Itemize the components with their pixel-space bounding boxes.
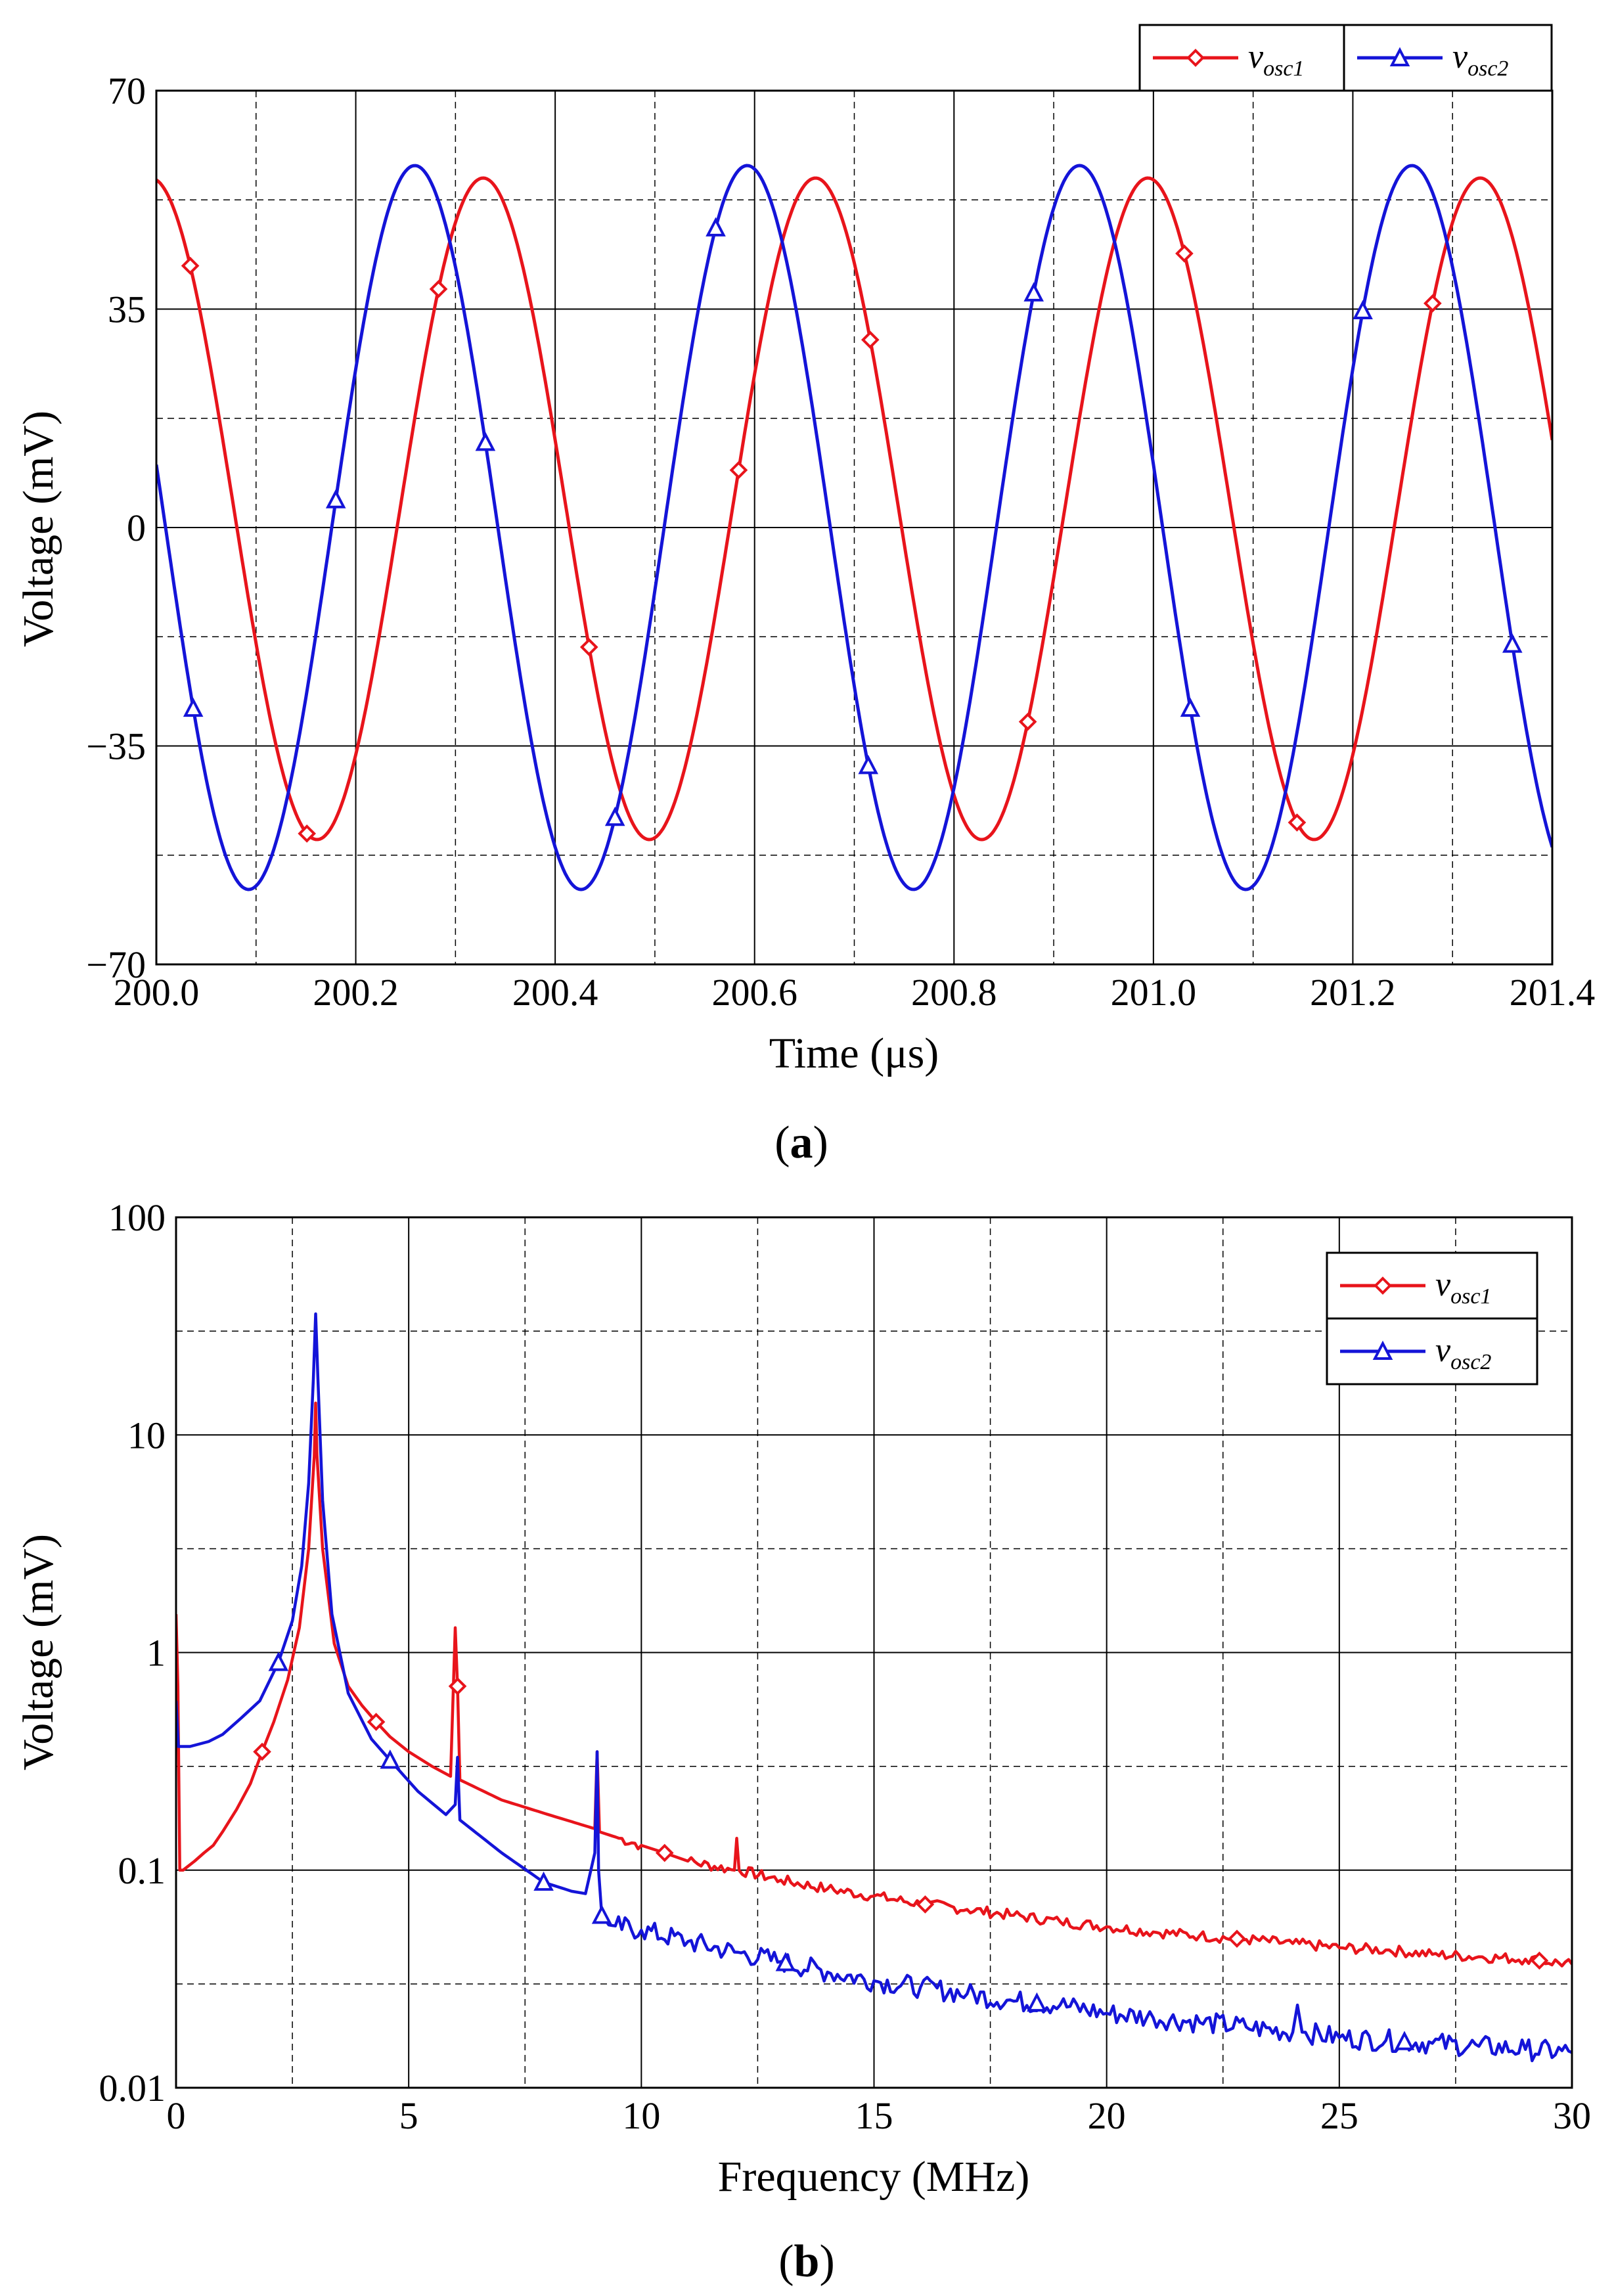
chart-a-marker-osc2 — [1353, 300, 1373, 319]
chart-b-marker-osc2 — [591, 1904, 612, 1924]
chart-b-y-tick-label: 10 — [127, 1414, 166, 1456]
chart-a-y-tick-label: 35 — [108, 288, 146, 331]
chart-a-x-tick-labels: 200.0 200.2 200.4 200.6 200.8 201.0 201.2 201.4 — [114, 971, 1596, 1014]
chart-b-marker-osc2 — [775, 1952, 796, 1971]
chart-a-x-tick-label: 201.2 — [1310, 971, 1396, 1014]
chart-a-x-tick-label: 200.2 — [313, 971, 399, 1014]
chart-a-marker-osc1 — [729, 461, 748, 480]
chart-a-x-tick-label: 201.0 — [1111, 971, 1197, 1014]
chart-a-legend-entry-osc1: vosc1 — [1153, 38, 1304, 81]
chart-b-y-tick-label: 0.01 — [99, 2067, 166, 2109]
chart-a-series — [156, 164, 1552, 891]
chart-b-x-tick-labels: 0 5 10 15 20 25 30 — [167, 2094, 1592, 2137]
chart-a-y-tick-label: −70 — [86, 943, 146, 986]
chart-b-marker-osc2 — [268, 1652, 289, 1671]
chart-a-marker-osc1 — [579, 638, 598, 656]
chart-a-marker-osc2 — [325, 489, 346, 508]
chart-b-marker-osc2 — [380, 1749, 401, 1769]
chart-b-marker-osc2 — [1027, 1992, 1047, 2012]
chart-a-markers — [181, 217, 1523, 843]
diamond-marker-icon — [1374, 1276, 1392, 1295]
chart-a-marker-osc1 — [1288, 813, 1307, 832]
chart-b-marker-osc1 — [916, 1895, 935, 1914]
chart-b-y-tick-label: 0.1 — [118, 1849, 166, 1892]
chart-a-legend-entry-osc2: vosc2 — [1357, 38, 1508, 81]
chart-a-x-tick-label: 200.0 — [114, 971, 200, 1014]
svg-text:vosc1: vosc1 — [1248, 38, 1304, 81]
chart-a-x-tick-label: 200.4 — [512, 971, 598, 1014]
chart-b-x-tick-label: 20 — [1088, 2094, 1126, 2137]
chart-a-x-tick-label: 200.6 — [711, 971, 797, 1014]
svg-text:vosc2: vosc2 — [1452, 38, 1508, 81]
chart-a-marker-osc1 — [1018, 712, 1037, 731]
chart-a-marker-osc1 — [429, 280, 448, 298]
chart-b-x-tick-label: 30 — [1553, 2094, 1591, 2137]
chart-a-series-line-osc1 — [156, 176, 1552, 842]
chart-a-marker-osc1 — [181, 256, 200, 275]
chart-panel-a: 200.0 200.2 200.4 200.6 200.8 201.0 201.2 201.4… — [14, 24, 1596, 1168]
chart-a-legend: vosc1 vosc2 — [1138, 24, 1553, 92]
chart-b-series-line-osc2 — [176, 1312, 1572, 2063]
chart-b-plot-frame — [175, 1216, 1573, 2089]
chart-b-x-tick-label: 5 — [399, 2094, 418, 2137]
chart-a-series-line-osc2 — [156, 164, 1552, 891]
chart-a-x-tick-label: 200.8 — [911, 971, 997, 1014]
svg-text:vosc2: vosc2 — [1435, 1332, 1491, 1374]
chart-b-x-tick-label: 0 — [167, 2094, 186, 2137]
chart-a-marker-osc1 — [861, 330, 880, 349]
chart-a-y-tick-label: 70 — [108, 70, 146, 112]
chart-b-markers — [253, 1652, 1549, 2050]
chart-a-x-axis-label: Time (μs) — [769, 1029, 939, 1077]
chart-a-marker-osc1 — [1423, 294, 1442, 313]
chart-b-marker-osc1 — [1530, 1951, 1549, 1970]
chart-a-y-tick-labels: −70 −35 0 35 70 — [86, 70, 146, 986]
chart-b-y-axis-label: Voltage (mV) — [14, 1534, 62, 1770]
chart-b-y-tick-label: 100 — [108, 1196, 166, 1239]
chart-a-marker-osc2 — [183, 697, 204, 717]
chart-a-marker-osc1 — [298, 824, 317, 843]
chart-a-plot-frame — [155, 89, 1554, 966]
chart-b-marker-osc1 — [655, 1843, 674, 1862]
panel-label-b: (b) — [778, 2236, 835, 2287]
chart-a-marker-osc2 — [1180, 697, 1201, 717]
svg-text:vosc1: vosc1 — [1435, 1266, 1491, 1309]
triangle-marker-icon — [1389, 47, 1410, 66]
chart-a-y-axis-label: Voltage (mV) — [14, 411, 62, 647]
chart-b-marker-osc1 — [1228, 1929, 1246, 1948]
chart-panel-b: 0 5 10 15 20 25 30 0.01 0.1 1 10 100 Frequency (MH… — [14, 1196, 1591, 2287]
chart-a-marker-osc2 — [604, 806, 625, 826]
chart-a-y-tick-label: −35 — [86, 725, 146, 768]
chart-a-marker-osc2 — [475, 432, 496, 451]
chart-a-y-tick-label: 0 — [127, 506, 146, 549]
chart-b-x-tick-label: 15 — [855, 2094, 893, 2137]
chart-a-marker-osc2 — [706, 217, 726, 236]
chart-b-marker-osc1 — [448, 1677, 467, 1696]
chart-a-x-tick-label: 201.4 — [1510, 971, 1596, 1014]
chart-a-marker-osc1 — [1175, 244, 1194, 263]
chart-a-marker-osc2 — [858, 755, 879, 775]
chart-b-legend: vosc1 vosc2 — [1326, 1251, 1538, 1385]
chart-b-y-tick-label: 1 — [146, 1632, 166, 1675]
chart-a-marker-osc2 — [1023, 282, 1044, 302]
chart-b-marker-osc1 — [253, 1742, 271, 1761]
chart-b-x-tick-label: 10 — [622, 2094, 660, 2137]
triangle-marker-icon — [1372, 1340, 1393, 1360]
chart-b-legend-entry-osc1: vosc1 — [1340, 1266, 1491, 1309]
chart-b-marker-osc1 — [367, 1713, 386, 1731]
chart-b-marker-osc2 — [1394, 2031, 1415, 2050]
chart-b-marker-osc2 — [533, 1871, 554, 1891]
diamond-marker-icon — [1186, 49, 1205, 67]
chart-b-legend-entry-osc2: vosc2 — [1340, 1332, 1491, 1374]
chart-b-series — [176, 1312, 1572, 2063]
chart-b-x-tick-label: 25 — [1320, 2094, 1358, 2137]
panel-label-a: (a) — [774, 1117, 828, 1168]
chart-a-marker-osc2 — [1502, 633, 1523, 653]
chart-b-series-line-osc1 — [176, 1401, 1572, 1968]
chart-b-x-axis-label: Frequency (MHz) — [718, 2153, 1030, 2201]
chart-b-y-tick-labels: 0.01 0.1 1 10 100 — [99, 1196, 166, 2109]
